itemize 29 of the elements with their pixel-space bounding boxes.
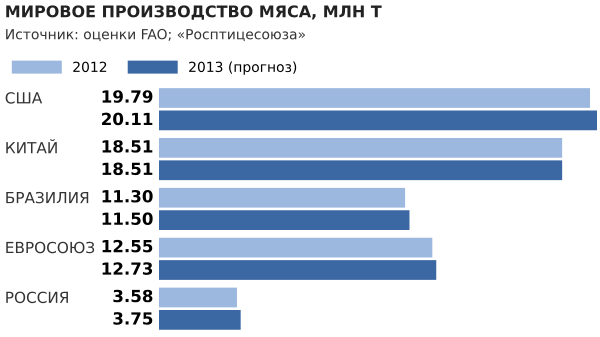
bar bbox=[159, 88, 590, 108]
legend-label: 2013 (прогноз) bbox=[189, 61, 296, 75]
data-label: 18.51 bbox=[102, 162, 152, 176]
data-label: 3.75 bbox=[113, 312, 152, 325]
bar bbox=[159, 238, 432, 258]
bar bbox=[159, 288, 237, 308]
data-label: 11.30 bbox=[102, 190, 153, 203]
data-label: 19.79 bbox=[102, 90, 152, 103]
bar bbox=[159, 310, 241, 330]
bar bbox=[159, 110, 597, 130]
y-tick-label: ЕВРОСОЮЗ bbox=[6, 242, 94, 254]
bar bbox=[159, 210, 410, 230]
data-label: 3.58 bbox=[113, 290, 152, 302]
y-tick-label: РОССИЯ bbox=[6, 292, 68, 304]
chart-subtitle: Источник: оценки FAO; «Росптицесоюза» bbox=[6, 28, 305, 42]
chart-title: МИРОВОЕ ПРОИЗВОДСТВО МЯСА, МЛН Т bbox=[6, 5, 382, 20]
bar bbox=[159, 138, 562, 158]
data-label: 11.50 bbox=[102, 212, 153, 225]
data-label: 18.51 bbox=[102, 140, 152, 153]
data-label: 12.55 bbox=[102, 240, 152, 252]
y-tick-label: КИТАЙ bbox=[6, 139, 57, 154]
legend-label: 2012 bbox=[73, 62, 106, 72]
y-tick-label: США bbox=[6, 92, 42, 104]
bar bbox=[159, 160, 562, 180]
bar bbox=[159, 260, 436, 280]
bar bbox=[159, 188, 406, 208]
data-label: 20.11 bbox=[102, 112, 152, 126]
data-label: 12.73 bbox=[102, 262, 152, 275]
y-tick-label: БРАЗИЛИЯ bbox=[6, 192, 88, 204]
